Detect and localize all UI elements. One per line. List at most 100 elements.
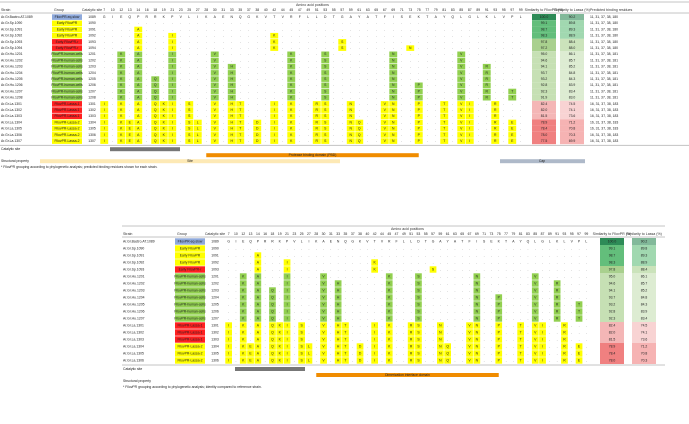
residue: . xyxy=(274,52,275,56)
residue: N xyxy=(476,337,479,341)
residue: . xyxy=(360,316,361,320)
residue: K xyxy=(163,114,166,118)
residue: . xyxy=(427,114,428,118)
residue: . xyxy=(435,65,436,69)
residue: . xyxy=(367,281,368,285)
residue: S xyxy=(324,83,327,87)
mutation xyxy=(227,113,236,120)
residue: K xyxy=(273,34,276,38)
residue: N xyxy=(392,83,395,87)
residue: . xyxy=(586,267,587,271)
residue: . xyxy=(197,58,198,62)
position: 25 xyxy=(300,232,304,236)
residue: . xyxy=(345,281,346,285)
residue: K xyxy=(388,323,391,327)
mutation xyxy=(473,273,481,280)
residue: . xyxy=(333,120,334,124)
residue: A xyxy=(257,330,260,334)
residue: . xyxy=(427,120,428,124)
mutation xyxy=(227,76,236,82)
sim-cell xyxy=(532,38,556,45)
sim-cell xyxy=(532,138,556,145)
sim-cell xyxy=(532,94,556,101)
residue: . xyxy=(374,274,375,278)
mutation xyxy=(575,308,583,315)
mutation xyxy=(236,132,245,138)
mutation xyxy=(473,357,481,364)
residue: . xyxy=(248,120,249,124)
mutation xyxy=(355,125,364,132)
residue: . xyxy=(360,260,361,264)
mutation xyxy=(151,119,160,126)
residue: A xyxy=(257,316,260,320)
group-cell xyxy=(52,119,82,126)
residue: . xyxy=(330,330,331,334)
position: 73 xyxy=(490,232,494,236)
mutation xyxy=(440,101,449,107)
residue: . xyxy=(333,133,334,137)
mutation xyxy=(117,76,126,82)
mutation xyxy=(389,76,398,82)
residue: V xyxy=(460,71,463,75)
residue: . xyxy=(427,58,428,62)
residue: . xyxy=(433,302,434,306)
residue: I xyxy=(172,77,173,81)
residue: . xyxy=(401,27,402,31)
residue: . xyxy=(491,295,492,299)
mutation xyxy=(210,101,219,107)
mutation xyxy=(117,138,126,144)
residue: T xyxy=(239,127,241,131)
residue: . xyxy=(282,96,283,100)
residue: . xyxy=(291,27,292,31)
residue: . xyxy=(325,21,326,25)
sim-cell xyxy=(560,51,584,58)
residue: A xyxy=(322,239,325,243)
residue: . xyxy=(240,65,241,69)
residue: H xyxy=(231,102,234,106)
mutation xyxy=(346,132,355,138)
residue: . xyxy=(248,34,249,38)
residue: T xyxy=(273,15,275,19)
residue: . xyxy=(454,260,455,264)
mutation xyxy=(482,63,491,70)
residue: . xyxy=(257,77,258,81)
residue: . xyxy=(506,246,507,250)
mutation xyxy=(236,119,245,126)
residue: . xyxy=(112,58,113,62)
residue: . xyxy=(235,351,236,355)
sim1: 91.9 xyxy=(541,96,548,100)
residue: . xyxy=(579,267,580,271)
residue: . xyxy=(396,253,397,257)
residue: N xyxy=(392,133,395,137)
residue: . xyxy=(180,71,181,75)
residue: . xyxy=(333,65,334,69)
residue: . xyxy=(367,323,368,327)
residue: . xyxy=(549,295,550,299)
mutation xyxy=(168,51,177,58)
sim-cell xyxy=(560,76,584,83)
residue: S xyxy=(417,323,420,327)
residue: . xyxy=(454,253,455,257)
mutation xyxy=(287,82,296,89)
residue: . xyxy=(461,34,462,38)
residue: D xyxy=(324,15,327,19)
residue: . xyxy=(389,267,390,271)
residue: . xyxy=(503,120,504,124)
residue: T xyxy=(344,337,346,341)
residue: . xyxy=(299,133,300,137)
residue: . xyxy=(393,40,394,44)
residue: . xyxy=(403,260,404,264)
residue: . xyxy=(549,267,550,271)
mutation xyxy=(457,51,466,58)
residue: A xyxy=(257,253,260,257)
residue: . xyxy=(461,27,462,31)
residue: K xyxy=(290,133,293,137)
residue: . xyxy=(308,89,309,93)
residue: . xyxy=(571,260,572,264)
residue: . xyxy=(197,46,198,50)
mutation xyxy=(236,125,245,132)
sim-cell xyxy=(600,350,624,357)
sim2: 83.9 xyxy=(569,83,576,87)
mutation xyxy=(508,125,517,132)
residue: . xyxy=(452,71,453,75)
